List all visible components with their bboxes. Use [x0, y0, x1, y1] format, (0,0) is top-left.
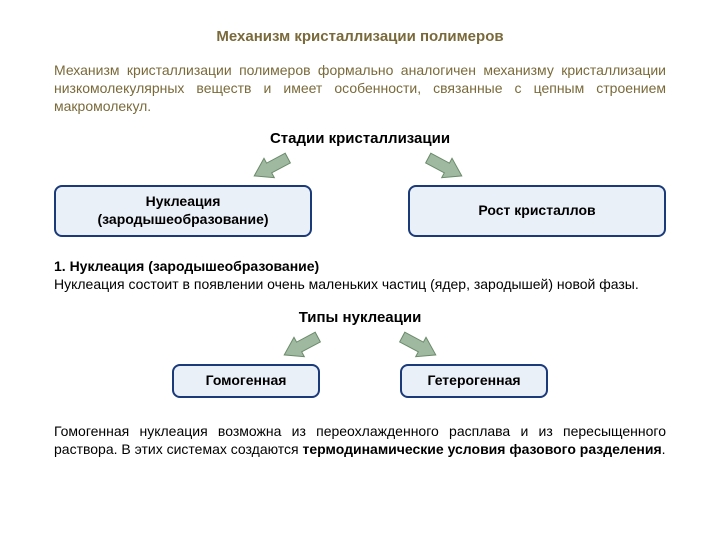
type-box-homogeneous: Гомогенная — [172, 364, 320, 398]
stage-box-nucleation: Нуклеация (зародышеобразование) — [54, 185, 312, 237]
arrow-down-right-icon — [424, 151, 466, 183]
nucleation-lead: 1. Нуклеация (зародышеобразование) — [54, 258, 319, 274]
nucleation-body: Нуклеация состоит в появлении очень мале… — [54, 276, 639, 292]
nucleation-paragraph: 1. Нуклеация (зародышеобразование) Нукле… — [54, 257, 666, 293]
stages-arrow-row — [54, 151, 666, 185]
arrow-down-right-icon — [398, 330, 440, 362]
page-title: Механизм кристаллизации полимеров — [54, 28, 666, 45]
final-post: . — [662, 441, 666, 457]
types-box-row: Гомогенная Гетерогенная — [54, 364, 666, 398]
stage-box-growth: Рост кристаллов — [408, 185, 666, 237]
arrow-down-left-icon — [280, 330, 322, 362]
intro-paragraph: Механизм кристаллизации полимеров формал… — [54, 61, 666, 116]
type-box-heterogeneous: Гетерогенная — [400, 364, 548, 398]
stages-box-row: Нуклеация (зародышеобразование) Рост кри… — [54, 185, 666, 237]
arrow-down-left-icon — [250, 151, 292, 183]
types-arrow-row — [54, 330, 666, 364]
final-bold: термодинамические условия фазового разде… — [303, 441, 662, 457]
stages-heading: Стадии кристаллизации — [54, 130, 666, 147]
types-heading: Типы нуклеации — [54, 309, 666, 326]
final-paragraph: Гомогенная нуклеация возможна из переохл… — [54, 422, 666, 458]
